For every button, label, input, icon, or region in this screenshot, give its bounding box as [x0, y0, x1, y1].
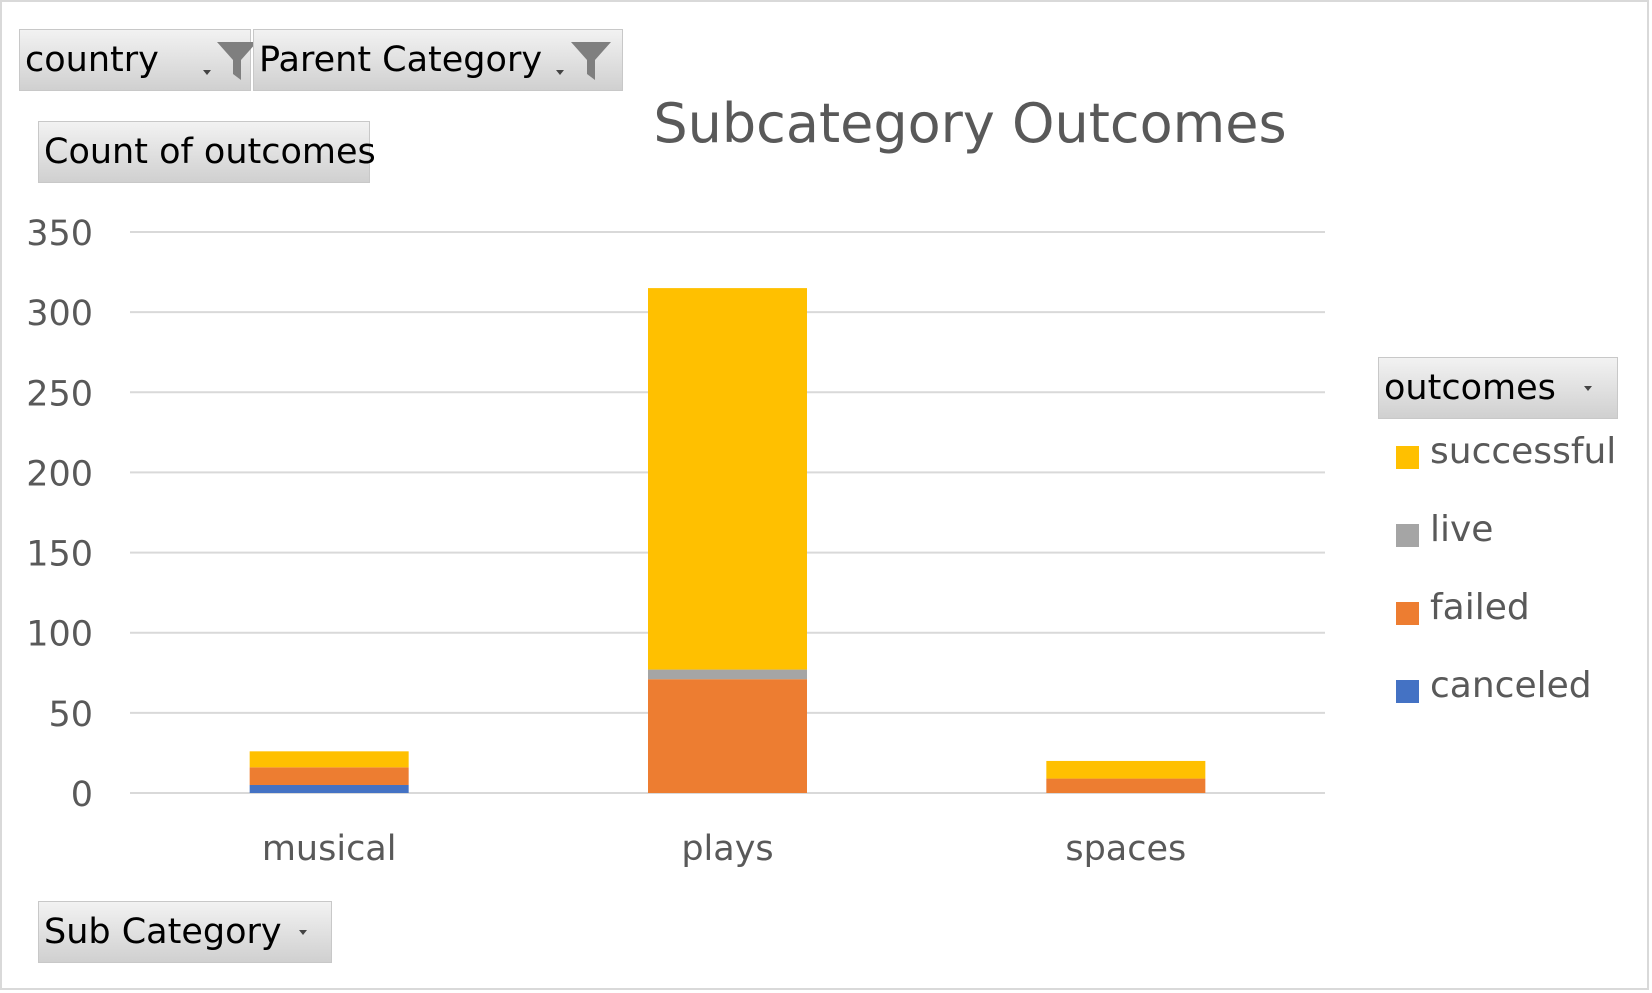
- legend-label: live: [1430, 509, 1494, 550]
- legend-label: canceled: [1430, 665, 1592, 706]
- legend-field-label: outcomes: [1384, 368, 1556, 408]
- bar-segment-live-plays[interactable]: [648, 669, 807, 680]
- bar-segment-failed-spaces[interactable]: [1046, 778, 1206, 793]
- x-tick-label: plays: [681, 829, 773, 869]
- legend-swatch: [1396, 446, 1419, 469]
- bar-segment-successful-musical[interactable]: [249, 751, 409, 768]
- bar-segment-successful-spaces[interactable]: [1046, 760, 1206, 779]
- legend-label: failed: [1430, 587, 1530, 628]
- country-filter-label: country: [25, 40, 159, 80]
- funnel-filter-icon: [217, 42, 257, 80]
- legend-swatch: [1396, 524, 1419, 547]
- y-tick-label: 0: [71, 775, 93, 815]
- axis-field-label: Sub Category: [44, 912, 282, 952]
- outcomes-legend-field-button[interactable]: outcomes: [1378, 357, 1618, 419]
- y-tick-label: 50: [48, 695, 93, 735]
- y-tick-label: 150: [26, 535, 93, 575]
- y-tick-label: 100: [26, 615, 93, 655]
- bar-segment-failed-musical[interactable]: [249, 767, 409, 785]
- dropdown-arrow-icon: [203, 70, 211, 75]
- y-tick-label: 200: [26, 454, 93, 494]
- x-tick-label: spaces: [1065, 829, 1186, 869]
- count-of-outcomes-field-button[interactable]: Count of outcomes: [38, 121, 376, 183]
- legend-swatch: [1396, 602, 1419, 625]
- bar-segment-failed-plays[interactable]: [648, 679, 807, 793]
- funnel-filter-icon: [571, 42, 611, 80]
- legend-label: successful: [1430, 431, 1617, 472]
- dropdown-arrow-icon: [556, 70, 564, 75]
- chart-title: Subcategory Outcomes: [653, 92, 1287, 155]
- country-filter-button[interactable]: country: [19, 29, 257, 91]
- y-axis-tick-labels: 0 50 100 150 200 250 300 350: [26, 214, 93, 815]
- dropdown-arrow-icon: [299, 930, 307, 935]
- legend-swatch: [1396, 680, 1419, 703]
- y-tick-label: 300: [26, 294, 93, 334]
- bar-segment-successful-plays[interactable]: [648, 288, 807, 670]
- value-field-label: Count of outcomes: [44, 132, 376, 172]
- parent-category-filter-button[interactable]: Parent Category: [253, 29, 623, 91]
- y-tick-label: 350: [26, 214, 93, 254]
- x-axis-tick-labels: musical plays spaces: [262, 829, 1186, 869]
- dropdown-arrow-icon: [1584, 386, 1592, 391]
- sub-category-field-button[interactable]: Sub Category: [38, 901, 332, 963]
- x-tick-label: musical: [262, 829, 397, 869]
- parent-category-filter-label: Parent Category: [259, 40, 543, 80]
- bar-segment-canceled-musical[interactable]: [249, 784, 409, 793]
- bar-stacks: [249, 288, 1206, 793]
- y-tick-label: 250: [26, 374, 93, 414]
